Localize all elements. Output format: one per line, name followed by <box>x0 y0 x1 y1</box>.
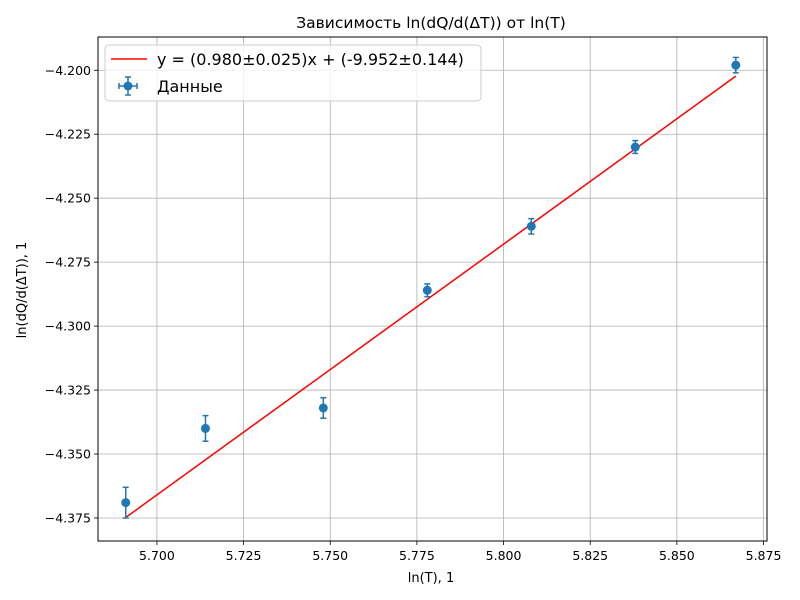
data-marker <box>422 285 432 295</box>
data-point <box>630 139 640 155</box>
data-point <box>318 396 328 419</box>
y-axis-ticks: −4.200 −4.225 −4.250 −4.275 −4.300 −4.325 −4.3… <box>45 63 98 525</box>
x-tick-label: 5.725 <box>226 548 262 563</box>
y-tick-label: −4.375 <box>45 510 91 525</box>
data-marker <box>200 423 210 433</box>
x-tick-label: 5.750 <box>312 548 348 563</box>
y-tick-label: −4.325 <box>45 383 91 398</box>
data-marker <box>121 498 131 508</box>
chart-title: Зависимость ln(dQ/d(ΔT)) от ln(T) <box>296 14 566 32</box>
x-tick-label: 5.700 <box>139 548 175 563</box>
y-tick-label: −4.300 <box>45 319 91 334</box>
data-point <box>121 486 131 519</box>
x-tick-label: 5.775 <box>399 548 435 563</box>
x-tick-label: 5.875 <box>746 548 782 563</box>
y-tick-label: −4.250 <box>45 191 91 206</box>
data-points-layer <box>121 56 741 519</box>
legend-data-swatch <box>118 76 138 96</box>
legend-data-label: Данные <box>157 77 223 96</box>
data-point <box>200 414 210 442</box>
data-marker <box>526 221 536 231</box>
x-tick-label: 5.850 <box>659 548 695 563</box>
grid <box>98 37 767 541</box>
y-axis-title: ln(dQ/d(ΔT)), 1 <box>15 242 30 339</box>
data-point <box>731 56 741 74</box>
legend: y = (0.980±0.025)x + (-9.952±0.144) Данн… <box>104 44 482 102</box>
legend-frame <box>104 44 482 102</box>
data-point <box>526 217 536 235</box>
y-tick-label: −4.350 <box>45 447 91 462</box>
x-tick-label: 5.825 <box>572 548 608 563</box>
data-marker <box>318 403 328 413</box>
x-axis-ticks: 5.700 5.725 5.750 5.775 5.800 5.825 5.850 5.875 <box>139 541 781 563</box>
y-tick-label: −4.200 <box>45 63 91 78</box>
data-point <box>422 283 432 298</box>
fit-line-layer <box>125 75 737 519</box>
data-marker <box>731 60 741 70</box>
x-tick-label: 5.800 <box>486 548 522 563</box>
data-marker <box>630 142 640 152</box>
y-tick-label: −4.225 <box>45 127 91 142</box>
plot-frame <box>97 36 768 542</box>
fit-line <box>125 75 737 519</box>
y-tick-label: −4.275 <box>45 255 91 270</box>
legend-fit-label: y = (0.980±0.025)x + (-9.952±0.144) <box>157 50 464 69</box>
x-axis-title: ln(T), 1 <box>408 571 454 586</box>
